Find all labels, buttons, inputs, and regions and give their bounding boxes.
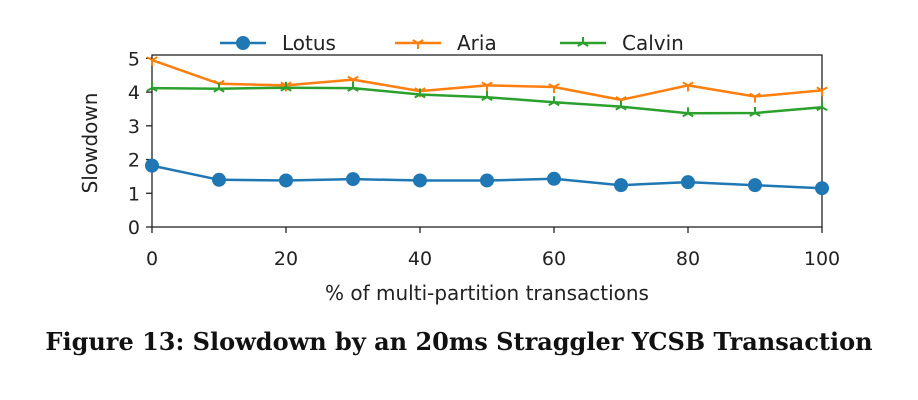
y-tick-label: 1 bbox=[128, 183, 140, 205]
data-point-calvin bbox=[816, 101, 828, 112]
y-tick-label: 3 bbox=[128, 116, 140, 138]
data-point-calvin bbox=[280, 81, 292, 92]
data-point-lotus bbox=[413, 173, 427, 188]
x-tick-label: 0 bbox=[146, 248, 158, 270]
data-point-lotus bbox=[681, 175, 695, 190]
data-point-lotus bbox=[815, 181, 829, 196]
data-point-calvin bbox=[146, 82, 158, 92]
figure-caption: Figure 13: Slowdown by an 20ms Straggler… bbox=[45, 327, 873, 356]
data-point-aria bbox=[816, 86, 828, 97]
x-axis-label: % of multi-partition transactions bbox=[325, 281, 649, 305]
data-point-aria bbox=[749, 92, 761, 103]
x-tick-label: 20 bbox=[274, 248, 298, 270]
legend-item-aria: Aria bbox=[395, 31, 497, 55]
data-point-calvin bbox=[548, 96, 560, 107]
data-point-aria bbox=[548, 83, 560, 94]
data-point-calvin bbox=[414, 88, 426, 99]
series-calvin bbox=[146, 81, 828, 118]
data-point-calvin bbox=[749, 107, 761, 117]
y-axis-label: Slowdown bbox=[78, 93, 102, 194]
legend-marker bbox=[236, 36, 250, 50]
data-point-lotus bbox=[212, 172, 226, 187]
legend-item-lotus: Lotus bbox=[220, 31, 336, 55]
data-point-lotus bbox=[145, 158, 159, 173]
data-point-calvin bbox=[213, 82, 225, 93]
data-point-calvin bbox=[615, 100, 627, 111]
y-tick-label: 4 bbox=[128, 82, 140, 104]
x-tick-label: 80 bbox=[676, 248, 700, 270]
series-layer bbox=[145, 56, 829, 196]
data-point-lotus bbox=[547, 171, 561, 186]
line-chart: 0 1 2 3 4 5 0 20 40 60 80 100 % of multi-partition… bbox=[78, 31, 840, 305]
data-point-lotus bbox=[480, 173, 494, 188]
y-tick-label: 5 bbox=[128, 48, 140, 70]
series-aria bbox=[146, 56, 828, 106]
series-lotus bbox=[145, 158, 829, 196]
x-tick-label: 40 bbox=[408, 248, 432, 270]
x-axis-ticks: 0 20 40 60 80 100 bbox=[146, 227, 840, 270]
plot-border bbox=[151, 54, 823, 228]
legend-marker bbox=[412, 39, 424, 49]
data-point-lotus bbox=[748, 178, 762, 193]
y-tick-label: 0 bbox=[128, 217, 140, 239]
legend-item-calvin: Calvin bbox=[560, 31, 684, 55]
data-point-calvin bbox=[481, 91, 493, 102]
x-tick-label: 100 bbox=[804, 248, 840, 270]
plot-frame bbox=[151, 54, 823, 228]
data-point-lotus bbox=[614, 178, 628, 193]
legend: Lotus Aria Calvin bbox=[220, 31, 684, 55]
x-tick-label: 60 bbox=[542, 248, 566, 270]
legend-label: Aria bbox=[457, 31, 497, 55]
data-point-lotus bbox=[279, 173, 293, 188]
y-axis-ticks: 0 1 2 3 4 5 bbox=[128, 48, 152, 239]
data-point-calvin bbox=[347, 82, 359, 92]
data-point-aria bbox=[146, 56, 158, 67]
y-tick-label: 2 bbox=[128, 150, 140, 172]
data-point-calvin bbox=[682, 107, 694, 118]
legend-marker bbox=[577, 37, 589, 47]
legend-label: Lotus bbox=[282, 31, 336, 55]
legend-label: Calvin bbox=[622, 31, 684, 55]
data-point-aria bbox=[481, 81, 493, 92]
data-point-lotus bbox=[346, 172, 360, 187]
data-point-aria bbox=[682, 81, 694, 92]
